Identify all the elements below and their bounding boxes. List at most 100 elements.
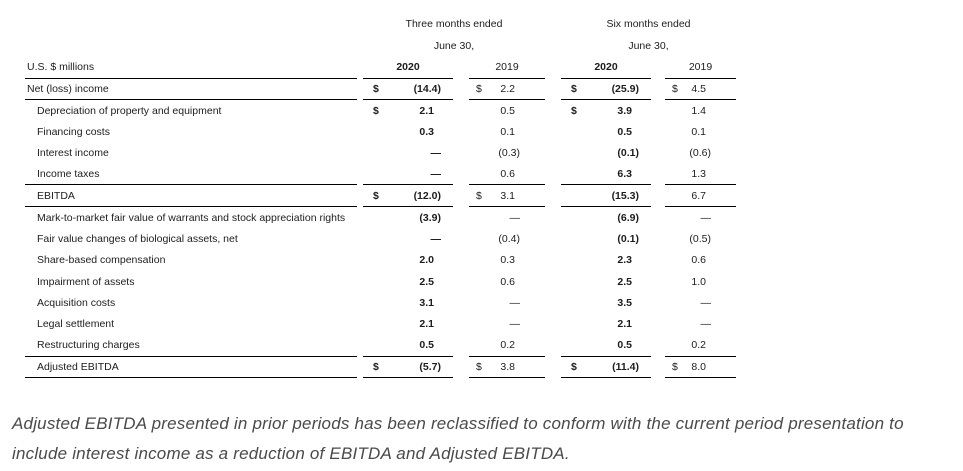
value-cell: 2.5 [561,271,651,292]
value-cell: $ (25.9) [561,79,651,100]
table-row: Impairment of assets 2.5 0.6 2.5 1.0 [25,271,963,292]
dollar-sign: $ [373,104,379,117]
value: 0.1 [691,125,706,138]
value-cell: 6.3 [561,164,651,186]
row-label: Net (loss) income [25,79,357,100]
value: (0.6) [689,147,711,160]
value-cell: 2.5 [363,271,453,292]
column-gap [651,314,665,335]
value: (14.4) [413,82,441,95]
value-cell: 0.5 [363,335,453,357]
column-gap [545,207,561,228]
value-cell: — [469,207,545,228]
value: (0.1) [617,147,639,160]
column-gap [453,228,469,249]
value: (25.9) [611,82,639,95]
column-gap [651,121,665,142]
value-cell: 1.3 [665,164,736,186]
column-gap [651,357,665,378]
value: 2.2 [500,82,515,95]
value: 3.1 [419,297,434,310]
table-row: Adjusted EBITDA $ (5.7) $3.8 $ (11.4) $8.0 [25,357,963,378]
row-label: Adjusted EBITDA [25,357,357,378]
column-gap [545,250,561,271]
column-gap [545,100,561,121]
value: — [509,318,521,331]
column-gap [453,314,469,335]
value: 1.4 [691,104,706,117]
value: — [509,297,521,310]
dollar-sign: $ [571,82,577,95]
row-label: Interest income [37,147,109,160]
column-gap [651,164,665,185]
column-gap [651,292,665,313]
value: 0.3 [500,254,515,267]
dollar-sign: $ [672,360,678,373]
value: 8.0 [691,360,706,373]
row-label: Income taxes [25,164,357,186]
value: 1.3 [691,168,706,181]
value-cell: — [665,207,736,228]
value-cell: (0.4) [469,228,545,249]
value-cell: (0.3) [469,143,545,164]
value: 3.9 [617,104,632,117]
period-three-months-date: June 30, [433,40,475,52]
row-label: Restructuring charges [25,335,357,357]
value-cell: (0.1) [561,228,651,249]
value-cell: $3.8 [469,357,545,378]
dollar-sign: $ [373,189,379,202]
value-cell: (3.9) [363,207,453,228]
value-cell: — [665,292,736,313]
value: (11.4) [612,360,639,373]
table-body: Net (loss) income $ (14.4) $2.2 $ (25.9) $4.5 D… [25,79,963,378]
value: — [430,168,442,181]
ebitda-reconciliation-table: Three months ended Six months ended June… [25,13,963,378]
value: — [700,318,712,331]
value: 6.7 [691,189,706,202]
column-gap [545,271,561,292]
value: — [700,211,712,224]
value-cell: 6.7 [665,185,736,207]
column-gap [453,292,469,313]
value: — [430,232,442,245]
value: 2.0 [419,254,434,267]
unit-label: U.S. $ millions [25,57,357,79]
dollar-sign: $ [571,360,577,373]
table-row: EBITDA $ (12.0) $3.1 (15.3) 6.7 [25,185,963,207]
column-gap [453,143,469,164]
column-gap [651,250,665,271]
value-cell: 2.0 [363,250,453,271]
value-cell: 2.1 [363,314,453,335]
row-label: Financing costs [37,125,110,138]
column-gap [651,100,665,121]
value-cell: — [363,164,453,186]
column-gap [651,57,665,79]
value-cell: $ (14.4) [363,79,453,100]
value: 2.1 [419,318,434,331]
year-header-2020-three-months: 2020 [363,57,453,79]
column-gap [545,185,561,206]
value-cell: $8.0 [665,357,736,378]
value: 0.2 [500,339,515,352]
value: (3.9) [419,211,441,224]
value: 0.5 [617,125,632,138]
dollar-sign: $ [476,82,482,95]
period-six-months-label: Six months ended [606,18,691,30]
column-gap [545,121,561,142]
footnote-line-1: Adjusted EBITDA presented in prior perio… [12,413,904,433]
period-group-header-row: Three months ended Six months ended [25,13,963,35]
value: (0.4) [498,232,520,245]
column-gap [545,57,561,79]
value-cell: (0.1) [561,143,651,164]
value: 2.1 [617,318,632,331]
column-gap [545,164,561,185]
row-label: Share-based compensation [37,254,166,267]
value-cell: — [363,143,453,164]
value: (0.5) [689,232,711,245]
row-label: Mark-to-market fair value of warrants an… [37,211,346,224]
value: 0.2 [691,339,706,352]
column-gap [453,335,469,356]
table-row: Restructuring charges 0.5 0.2 0.5 0.2 [25,335,963,357]
value: 0.6 [691,254,706,267]
value: — [700,297,712,310]
